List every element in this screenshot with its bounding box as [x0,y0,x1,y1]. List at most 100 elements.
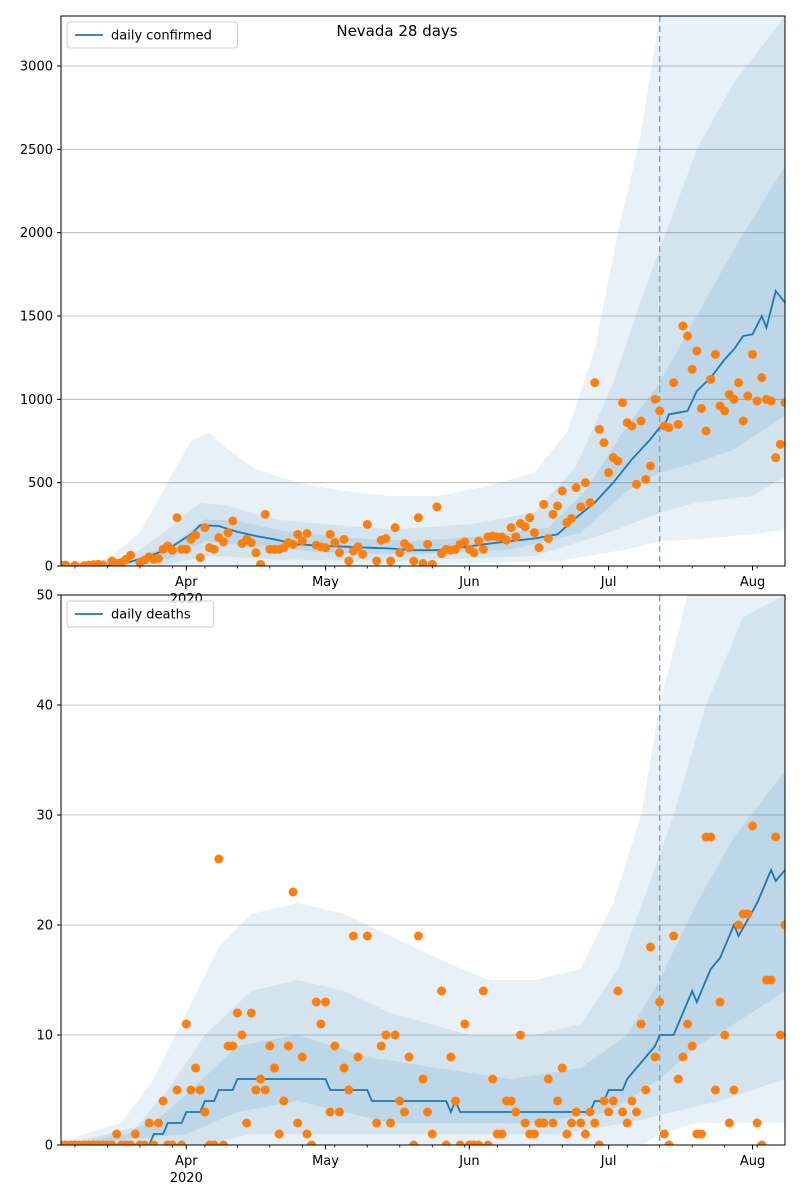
confirmed-point [404,543,414,553]
deaths-panel: 0 10 20 30 40 50 Apr 2020 May Jun Jul Aug daily deat… [36,589,786,1186]
confirmed-point [511,532,521,542]
confirmed-point [256,559,266,566]
deaths-point [553,1096,563,1106]
deaths-point [460,1019,470,1029]
confirmed-point [738,416,748,426]
confirmed-point [293,529,303,539]
confirmed-point [181,544,191,554]
deaths-point [269,1063,279,1073]
deaths-point [664,1140,674,1145]
deaths-x-tick-year: 2020 [170,1171,203,1186]
deaths-band-mid [61,595,785,1145]
deaths-y-tick-label: 50 [36,589,53,604]
deaths-point [172,1085,182,1095]
deaths-point [316,1019,326,1029]
confirmed-x-tick-label: May [312,575,339,590]
deaths-point [307,1140,317,1145]
confirmed-point [650,394,660,404]
confirmed-point [775,439,785,449]
deaths-point [362,931,372,941]
confirmed-legend: daily confirmed [66,21,238,49]
deaths-point [441,1140,451,1145]
deaths-band-inner [61,771,785,1145]
deaths-band-outer [61,595,785,1145]
confirmed-legend-label: daily confirmed [111,29,212,44]
confirmed-y-tick-label: 500 [28,476,53,491]
deaths-point [622,1118,632,1128]
confirmed-point [260,509,270,519]
deaths-point [260,1085,270,1095]
confirmed-point [669,378,679,388]
confirmed-point [344,556,354,566]
deaths-x-tick-label: Apr [175,1154,198,1169]
confirmed-point [200,523,210,533]
confirmed-x-tick-label: Jun [458,575,479,590]
deaths-point [529,1129,539,1139]
deaths-point [311,997,321,1007]
deaths-point [381,1030,391,1040]
deaths-point [228,1041,238,1051]
confirmed-point [339,534,349,544]
confirmed-point [381,534,391,543]
confirmed-point [418,559,428,566]
confirmed-point [395,548,405,558]
confirmed-point [423,539,433,549]
deaths-point [325,1107,335,1117]
deaths-point [627,1096,637,1106]
deaths-point [618,1107,628,1117]
confirmed-x-tick-label: Jul [600,575,617,590]
deaths-point [126,1140,136,1145]
deaths-point [706,832,716,842]
confirmed-point [251,548,261,558]
confirmed-point [409,556,419,566]
confirmed-point [567,514,577,523]
confirmed-x-tick-label: Apr [175,575,198,590]
deaths-point [594,1140,604,1145]
confirmed-point [645,461,655,471]
deaths-point [715,997,725,1007]
deaths-point [775,1030,785,1040]
deaths-point [437,986,447,996]
confirmed-point [460,537,470,547]
confirmed-point [734,378,744,388]
confirmed-point [757,373,767,383]
deaths-point [302,1129,312,1139]
deaths-axes-frame [60,594,786,1146]
deaths-point [297,1052,307,1062]
confirmed-point [571,483,581,493]
confirmed-plot-area [61,16,785,566]
confirmed-point [710,349,720,359]
deaths-point [548,1118,558,1128]
confirmed-point [218,537,228,547]
deaths-point [497,1129,507,1139]
deaths-point [195,1085,205,1095]
confirmed-point [297,536,307,546]
deaths-x-tick-label: Aug [740,1154,765,1169]
deaths-x-tick-label: Jul [600,1154,617,1169]
confirmed-point [172,513,182,523]
deaths-point [696,1129,706,1139]
deaths-point [293,1118,303,1128]
deaths-y-tick-label: 10 [36,1029,53,1044]
confirmed-point [641,474,651,484]
confirmed-point [209,544,219,554]
deaths-point [214,854,224,864]
deaths-point [399,1107,409,1117]
confirmed-point [766,396,776,406]
deaths-point [265,1041,275,1051]
deaths-y-tick-label: 20 [36,919,53,934]
deaths-point [107,1140,117,1145]
confirmed-point [543,534,553,543]
confirmed-point [525,513,535,523]
confirmed-point [191,530,201,540]
deaths-point [683,1019,693,1029]
confirmed-point [599,438,609,448]
deaths-point [729,1085,739,1095]
deaths-point [734,920,744,930]
deaths-point [321,997,331,1007]
confirmed-band-outer [61,16,785,566]
confirmed-point [98,560,108,566]
deaths-x-tick-label: May [312,1154,339,1169]
confirmed-point [687,364,697,374]
deaths-point [515,1030,525,1040]
